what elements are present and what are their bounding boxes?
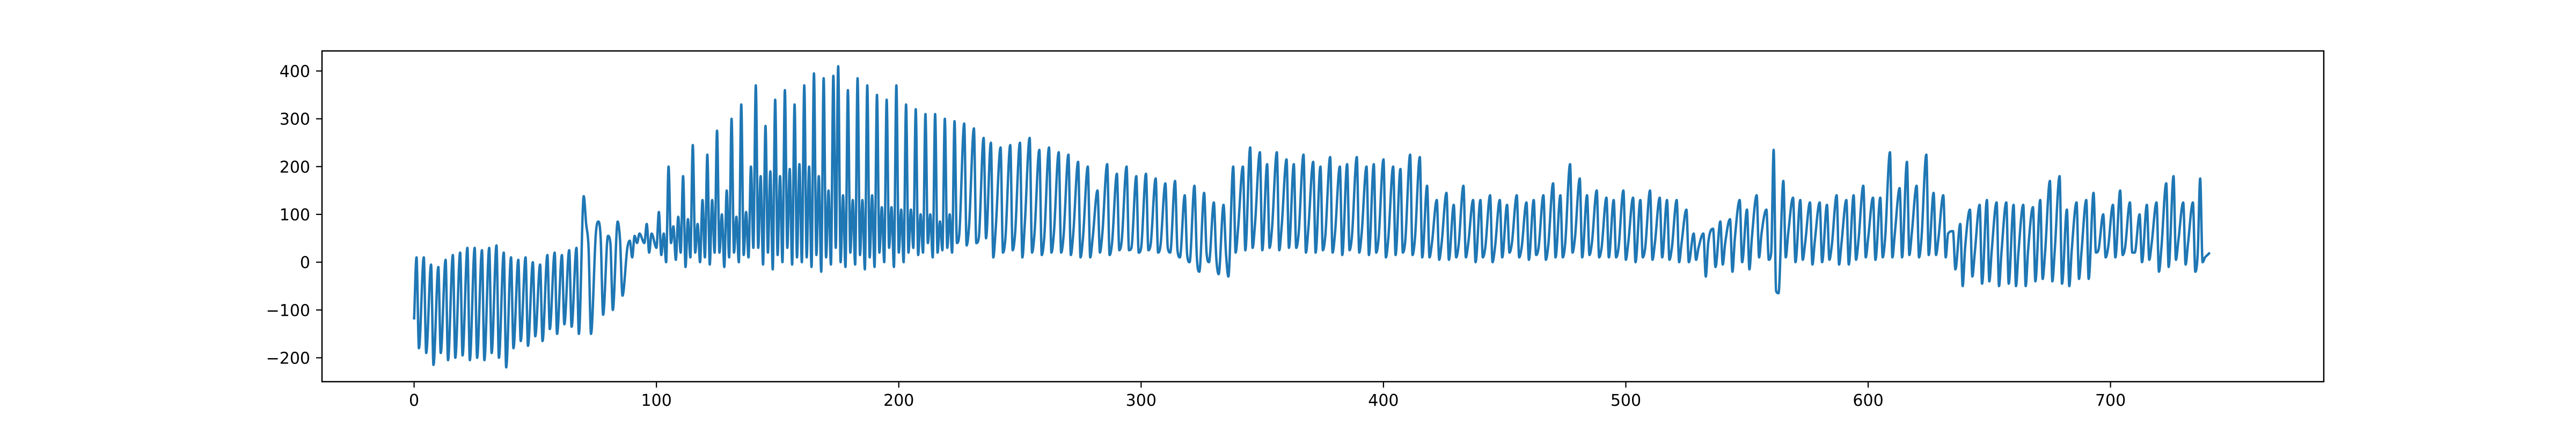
x-tick-label: 600: [1853, 391, 1883, 410]
y-tick-label: 100: [280, 206, 310, 225]
y-tick-label: −200: [266, 349, 310, 368]
x-tick-label: 400: [1368, 391, 1399, 410]
x-tick-label: 0: [409, 391, 419, 410]
y-tick-label: 300: [280, 110, 310, 129]
y-tick-label: 200: [280, 158, 310, 177]
y-tick-label: 0: [300, 254, 310, 272]
series-line: [413, 65, 2211, 369]
x-tick-label: 100: [641, 391, 672, 410]
plot-area: 0 100 200 300 400 500 600 700 −200 −100 0 100 200 300…: [266, 50, 2325, 410]
x-tick-label: 700: [2095, 391, 2126, 410]
plot-frame: [321, 50, 2325, 383]
x-tick-label: 500: [1611, 391, 1641, 410]
x-tick-label: 200: [883, 391, 914, 410]
y-tick-label: −100: [266, 301, 310, 320]
y-tick-label: 400: [280, 62, 310, 81]
x-tick-label: 300: [1126, 391, 1157, 410]
